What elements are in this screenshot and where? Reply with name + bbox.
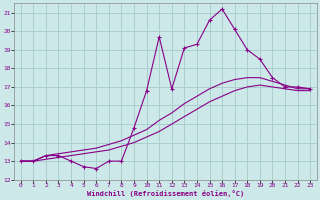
- X-axis label: Windchill (Refroidissement éolien,°C): Windchill (Refroidissement éolien,°C): [87, 190, 244, 197]
